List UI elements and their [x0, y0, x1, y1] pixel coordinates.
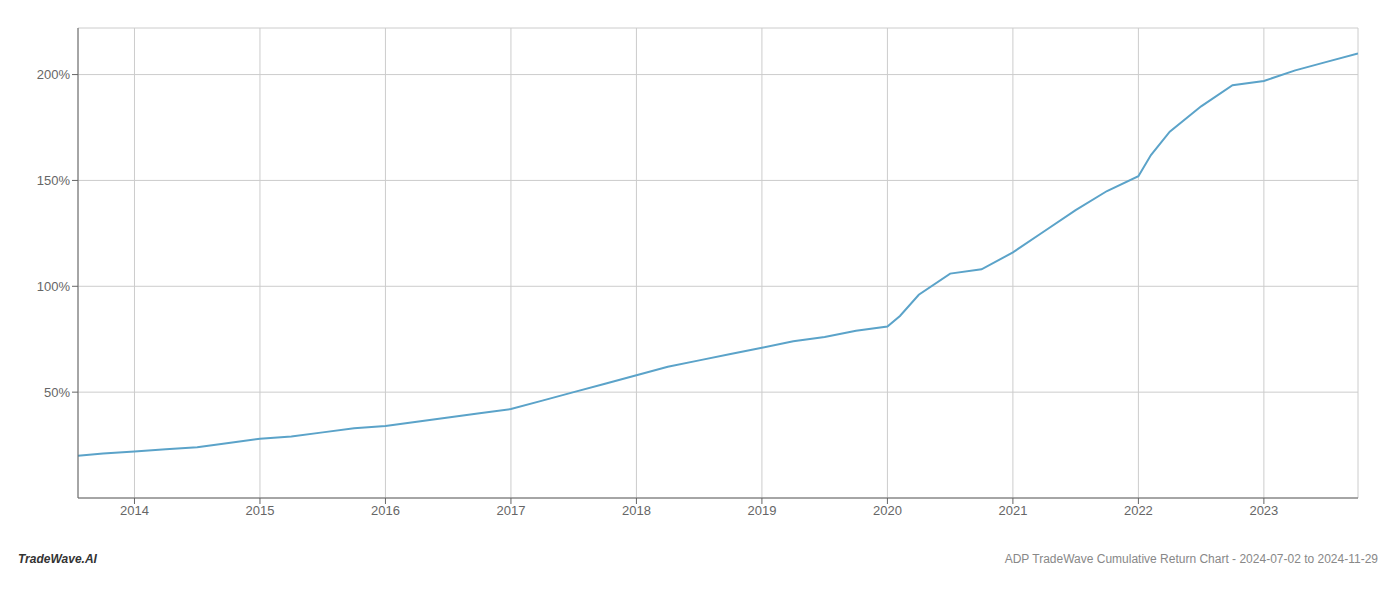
svg-text:2014: 2014 [120, 503, 149, 518]
svg-text:2022: 2022 [1124, 503, 1153, 518]
svg-text:150%: 150% [37, 173, 71, 188]
svg-text:100%: 100% [37, 279, 71, 294]
svg-text:2023: 2023 [1249, 503, 1278, 518]
svg-text:2016: 2016 [371, 503, 400, 518]
svg-text:2021: 2021 [998, 503, 1027, 518]
svg-text:50%: 50% [44, 385, 70, 400]
svg-text:2019: 2019 [747, 503, 776, 518]
svg-text:200%: 200% [37, 67, 71, 82]
svg-text:2015: 2015 [245, 503, 274, 518]
svg-text:2017: 2017 [496, 503, 525, 518]
html-text:ADP TradeWave Cumulative Retur: ADP TradeWave Cumulative Return Chart - … [1004, 552, 1378, 566]
svg-text:2020: 2020 [873, 503, 902, 518]
html-text:TradeWave.AI: TradeWave.AI [18, 552, 97, 566]
svg-text:2018: 2018 [622, 503, 651, 518]
